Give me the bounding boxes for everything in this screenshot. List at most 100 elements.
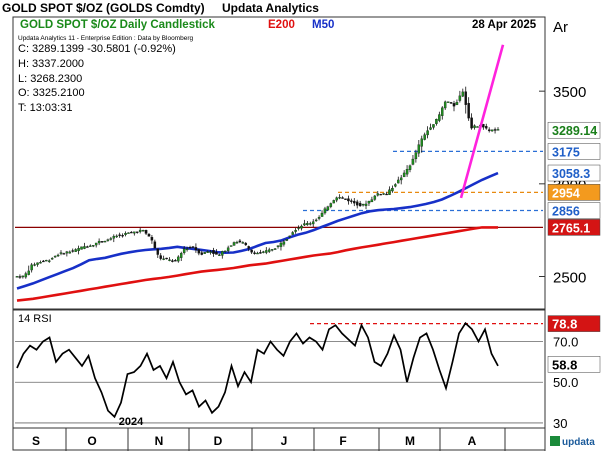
candle-body [197,249,201,254]
candle-body [259,252,262,254]
candle-body [250,249,253,253]
candle-body [121,235,124,237]
candle-body [455,102,459,105]
candle-body [45,259,48,262]
candle-body [130,231,133,234]
candle-body [300,225,303,229]
candle-body [118,234,121,236]
candle-body [86,246,89,248]
rsi-tag-current-text: 58.8 [552,357,577,372]
candle-body [464,91,467,105]
candle-body [309,223,312,225]
candle-body [411,158,415,165]
x-tick-label: S [32,434,40,448]
x-tick-label: J [281,434,288,448]
x-tick-label: F [339,434,346,448]
candle-body [493,129,497,131]
candle-body [461,91,465,97]
candle-body [147,234,151,237]
candle-body [323,208,327,214]
rsi-tag-upper-bg [547,315,601,332]
level-tag-2765-bg [547,219,601,236]
candle-body [24,273,28,278]
candle-body [335,197,338,201]
candle-body [59,252,63,254]
chart-title: GOLD SPOT $/OZ (GOLDS Comdty) [2,1,205,15]
candle-body [244,242,248,246]
candle-body [209,251,212,253]
candle-body [53,255,57,258]
candle-body [153,241,157,249]
info-high: H: 3337.2000 [18,58,84,70]
candle-body [458,95,462,101]
candle-body [288,235,292,238]
main-panel-border [12,16,546,310]
rsi-y-tick-label: 70.0 [553,335,578,350]
rsi-tag-current-bg [547,356,601,373]
candle-body [188,246,192,249]
candle-body [177,256,180,262]
x-tick-label: O [87,434,96,448]
candle-body [80,246,83,250]
candle-body [311,221,315,225]
level-tag-2856-text: 2856 [552,205,580,219]
price-tag-m50-text: 3058.3 [552,167,590,181]
candle-body [171,260,174,262]
candle-body [135,231,139,233]
rsi-tag-current: 58.8 [547,356,601,373]
candle-body [373,195,377,200]
candle-body [68,251,72,254]
candle-body [332,200,336,204]
candle-body [21,275,25,278]
candle-body [156,248,160,255]
candle-body [314,219,318,222]
candle-body [256,252,259,255]
candle-body [270,249,274,251]
candle-body [226,247,230,251]
candle-body [174,260,177,262]
candle-body [71,250,74,252]
candle-body [100,241,104,243]
candle-body [361,203,365,206]
level-tag-2856: 2856 [547,202,601,219]
info-low: L: 3268.2300 [18,73,82,85]
candle-body [391,187,394,192]
candle-body [490,129,494,132]
candle-body [194,247,198,251]
candle-body [30,264,33,271]
candle-body [426,130,429,136]
candle-body [297,227,300,229]
corner-label: Ar [553,19,568,36]
candle-body [446,101,450,103]
candle-body [282,241,286,245]
candle-body [358,202,362,207]
candle-body [127,232,130,234]
candle-body [273,248,277,250]
candle-body [165,257,168,260]
level-tag-2765-text: 2765.1 [552,221,590,235]
candle-body [232,242,236,246]
candle-body [97,240,101,244]
legend-m50: M50 [312,19,334,31]
candle-body [241,242,245,244]
level-tag-2954-text: 2954 [552,186,580,200]
candle-body [15,276,19,278]
candle-body [62,253,66,255]
candle-body [92,245,95,247]
candle-body [441,107,444,116]
candle-body [285,238,289,241]
candle-body [77,248,80,252]
candle-body [408,165,412,170]
candle-body [253,252,256,254]
candle-body [417,144,421,154]
candle-body [423,134,426,140]
candle-body [103,240,107,243]
candle-body [106,239,110,241]
candle-body [138,229,142,232]
candle-body [221,251,224,256]
candle-body [42,260,45,263]
candle-body [294,229,297,232]
candle-body [397,179,400,184]
candle-body [482,124,485,128]
